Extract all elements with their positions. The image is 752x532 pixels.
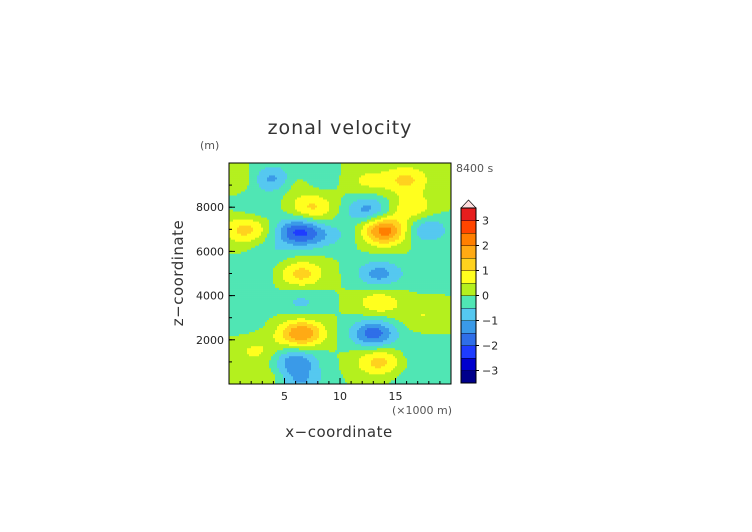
y-tick-label: 2000	[196, 334, 224, 347]
y-unit-label: (m)	[200, 139, 219, 152]
x-tick-label: 5	[281, 390, 288, 403]
y-tick-label: 8000	[196, 201, 224, 214]
colorbar-band	[460, 207, 477, 221]
colorbar-tick-label: 1	[482, 265, 489, 278]
colorbar: 3 2 1 0 −1 −2 −3	[460, 199, 498, 384]
y-axis-label: z−coordinate	[169, 220, 187, 326]
colorbar-band	[460, 220, 477, 234]
x-tick-label: 10	[333, 390, 347, 403]
velocity-field	[229, 163, 452, 385]
colorbar-tick-label: 3	[482, 215, 489, 228]
colorbar-tick-label: −1	[482, 315, 498, 328]
colorbar-tick-label: 0	[482, 290, 489, 303]
y-axis: 2000 4000 6000 8000	[196, 184, 235, 363]
y-tick-label: 6000	[196, 245, 224, 258]
colorbar-band	[460, 270, 477, 284]
colorbar-band	[460, 307, 477, 321]
colorbar-band	[460, 282, 477, 296]
colorbar-band	[460, 257, 477, 271]
colorbar-band	[460, 332, 477, 346]
colorbar-band	[460, 357, 477, 371]
colorbar-band	[460, 345, 477, 359]
x-unit-label: (×1000 m)	[392, 404, 452, 417]
colorbar-band	[460, 245, 477, 259]
colorbar-tick-label: −2	[482, 340, 498, 353]
colorbar-band	[460, 295, 477, 309]
colorbar-tick-label: 2	[482, 240, 489, 253]
colorbar-band	[460, 320, 477, 334]
colorbar-extend-max	[460, 199, 477, 209]
colorbar-band	[460, 370, 477, 384]
x-axis-label: x−coordinate	[285, 423, 392, 441]
y-tick-label: 4000	[196, 290, 224, 303]
x-tick-label: 15	[389, 390, 403, 403]
colorbar-band	[460, 232, 477, 246]
x-axis: 5 10 15	[239, 378, 441, 403]
time-label: 8400 s	[456, 162, 493, 175]
chart-title: zonal velocity	[268, 117, 413, 139]
colorbar-tick-label: −3	[482, 365, 498, 378]
